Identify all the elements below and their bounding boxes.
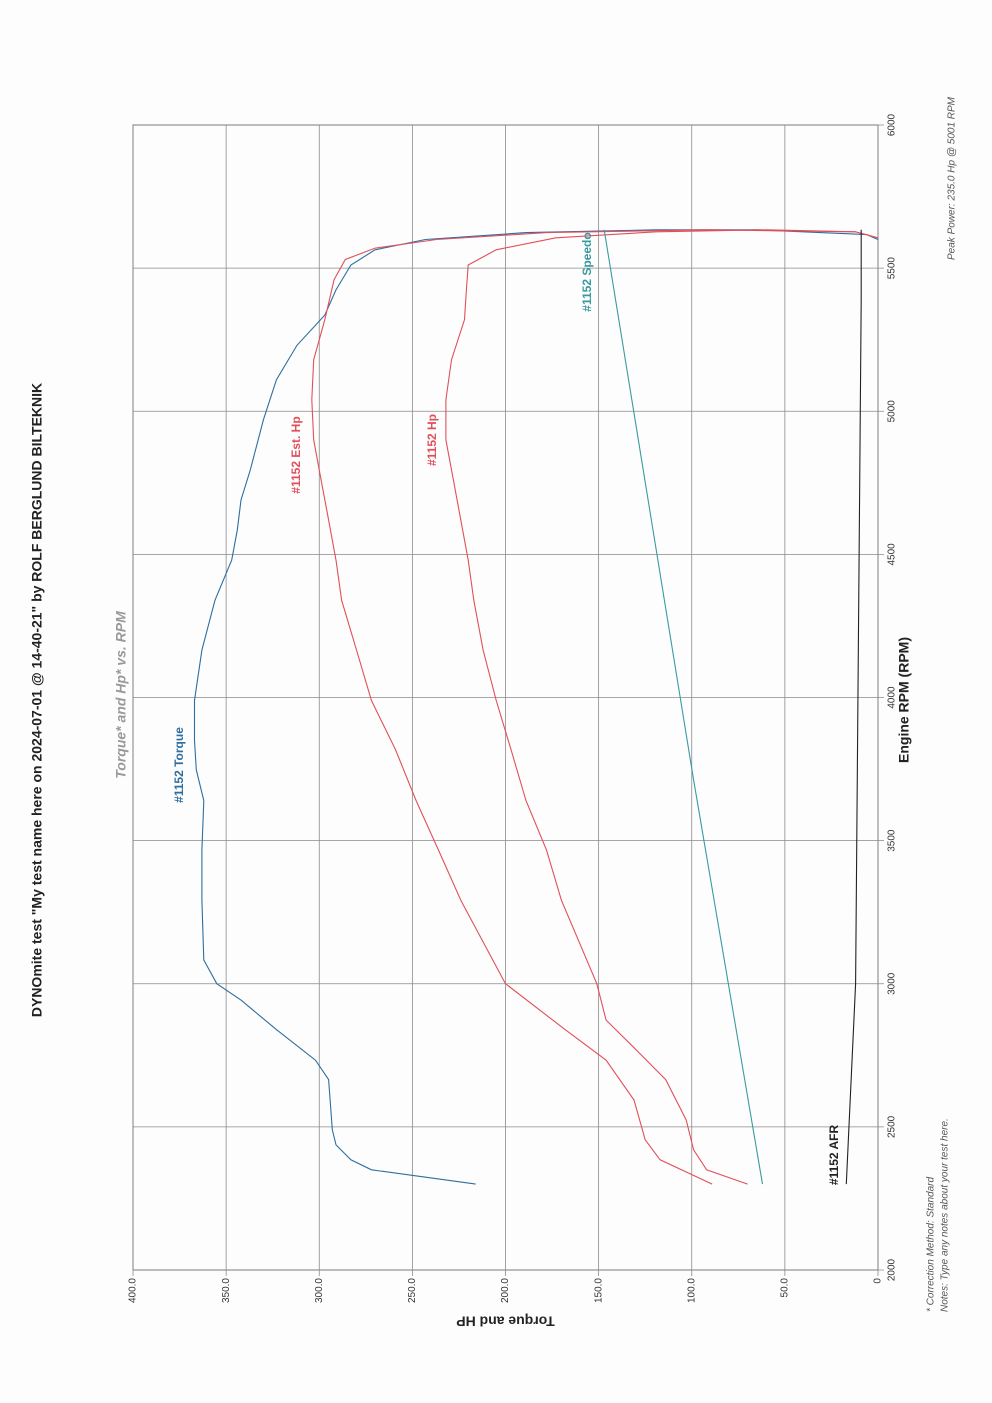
series-line xyxy=(603,229,764,1185)
x-tick-label: 3000 xyxy=(887,972,898,995)
series-label: #1152 Est. Hp xyxy=(289,416,303,493)
y-tick-label: 350.0 xyxy=(221,1278,232,1303)
y-axis-label: Torque and HP xyxy=(456,1313,555,1329)
series-line xyxy=(311,229,879,1185)
x-tick-label: 5000 xyxy=(887,400,898,423)
x-tick-label: 2000 xyxy=(887,1258,898,1281)
x-tick-label: 5500 xyxy=(887,257,898,280)
x-tick-label: 2500 xyxy=(887,1115,898,1138)
series-label: #1152 AFR xyxy=(827,1125,841,1186)
y-tick-label: 400.0 xyxy=(128,1278,139,1303)
chart-title: DYNOmite test "My test name here on 2024… xyxy=(29,383,45,1017)
x-tick-label: 3500 xyxy=(887,829,898,852)
y-tick-label: 250.0 xyxy=(407,1278,418,1303)
x-tick-label: 4000 xyxy=(887,686,898,709)
series-line xyxy=(193,229,879,1185)
plot-frame: 2000 2500 3000 3500 4000 4500 5000 5500 6000 0 50.… xyxy=(128,113,898,1329)
annotation: Peak Power: 235.0 Hp @ 5001 RPM xyxy=(947,96,958,260)
y-tick-label: 150.0 xyxy=(593,1278,604,1303)
series-line xyxy=(845,229,862,1185)
y-tick-label: 50.0 xyxy=(780,1278,791,1298)
y-tick-label: 200.0 xyxy=(500,1278,511,1303)
x-axis-label: Engine RPM (RPM) xyxy=(896,637,912,763)
series-label: #1152 Hp xyxy=(425,414,439,466)
y-tick-label: 0 xyxy=(873,1278,884,1284)
annotation: Notes: Type any notes about your test he… xyxy=(940,1118,951,1312)
x-tick-label: 6000 xyxy=(887,113,898,136)
series-label: #1152 Torque xyxy=(172,727,186,803)
chart-subtitle: Torque* and Hp* vs. RPM xyxy=(113,611,129,779)
series-line xyxy=(445,229,856,1185)
series-label: #1152 Speedo xyxy=(580,232,594,311)
y-tick-label: 100.0 xyxy=(686,1278,697,1303)
annotation: * Correction Method: Standard xyxy=(926,1176,937,1312)
x-tick-label: 4500 xyxy=(887,543,898,566)
y-tick-label: 300.0 xyxy=(314,1278,325,1303)
